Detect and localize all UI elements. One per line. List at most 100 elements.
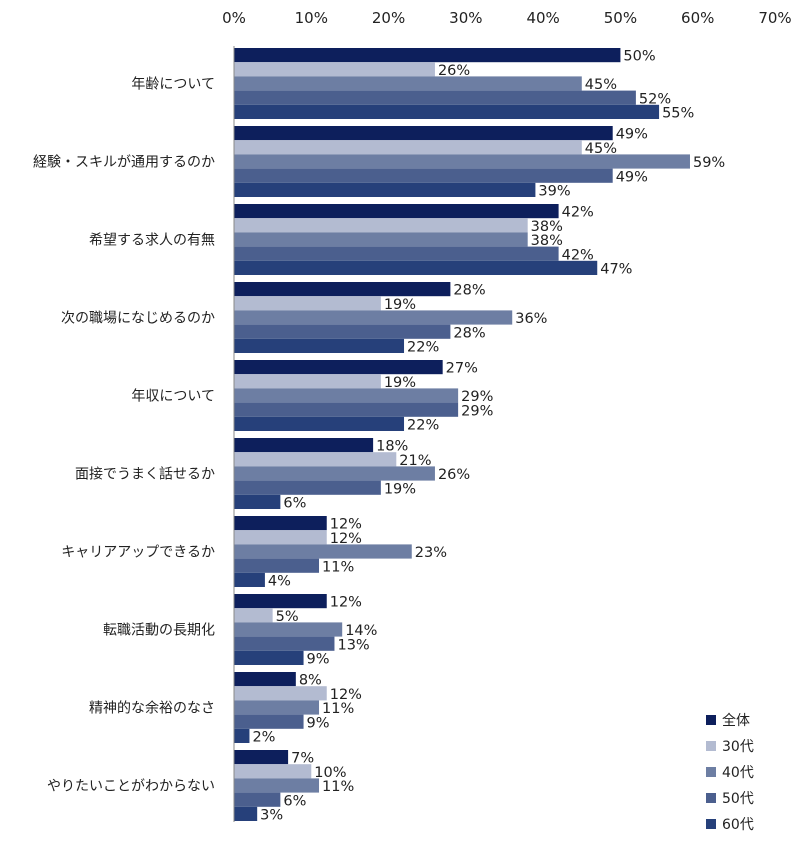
data-label: 38% [531, 219, 563, 235]
legend-swatch [706, 819, 716, 829]
bar [234, 530, 327, 545]
data-label: 12% [330, 531, 362, 547]
data-label: 38% [531, 233, 563, 249]
legend-swatch [706, 715, 716, 725]
data-label: 45% [585, 77, 617, 93]
bar [234, 452, 397, 467]
data-label: 36% [515, 311, 547, 327]
data-label: 8% [299, 673, 322, 689]
data-label: 29% [461, 389, 493, 405]
data-label: 3% [260, 808, 283, 824]
category-label: 転職活動の長期化 [103, 623, 215, 639]
bar [234, 282, 451, 297]
data-label: 47% [600, 262, 632, 278]
bars [234, 48, 690, 821]
bar [234, 650, 304, 665]
data-label: 21% [399, 453, 431, 469]
bar [234, 360, 443, 375]
category-label: 経験・スキルが通用するのか [33, 155, 215, 171]
data-label: 42% [562, 205, 594, 221]
bar [234, 296, 381, 311]
bar [234, 622, 343, 637]
legend-label: 60代 [722, 817, 754, 833]
bar [234, 764, 312, 779]
data-label: 7% [291, 751, 314, 767]
data-label: 11% [322, 559, 354, 575]
legend-swatch [706, 793, 716, 803]
data-label: 9% [307, 715, 330, 731]
data-label: 13% [337, 637, 369, 653]
data-label: 19% [384, 375, 416, 391]
bar [234, 388, 459, 403]
bar [234, 750, 289, 765]
category-label: 次の職場になじめるのか [61, 311, 215, 327]
data-label: 19% [384, 481, 416, 497]
data-label: 12% [330, 687, 362, 703]
category-label: 希望する求人の有無 [89, 233, 215, 249]
bar [234, 182, 536, 197]
legend: 全体 30代 40代 50代 60代 [706, 712, 754, 833]
bar [234, 806, 258, 821]
data-label: 52% [639, 91, 671, 107]
legend-label: 全体 [722, 712, 750, 729]
bar [234, 218, 528, 233]
legend-label: 40代 [722, 765, 754, 781]
category-label: 年収について [131, 389, 215, 405]
category-labels: 年齢について経験・スキルが通用するのか希望する求人の有無次の職場になじめるのか年… [33, 77, 215, 795]
x-tick-label: 20% [372, 9, 405, 27]
data-label: 22% [407, 418, 439, 434]
data-label: 11% [322, 701, 354, 717]
data-label: 18% [376, 439, 408, 455]
bar [234, 140, 582, 155]
bar [234, 76, 582, 91]
data-label: 14% [345, 623, 377, 639]
data-labels: 50%26%45%52%55%49%45%59%49%39%42%38%38%4… [252, 49, 725, 824]
bar [234, 154, 690, 169]
data-label: 59% [693, 155, 725, 171]
data-label: 29% [461, 403, 493, 419]
bar [234, 232, 528, 247]
data-label: 23% [415, 545, 447, 561]
data-label: 11% [322, 779, 354, 795]
data-label: 28% [453, 283, 485, 299]
bar [234, 324, 451, 339]
data-label: 6% [283, 793, 306, 809]
legend-swatch [706, 741, 716, 751]
bar [234, 594, 327, 609]
bar [234, 608, 273, 623]
data-label: 27% [446, 361, 478, 377]
x-tick-label: 40% [526, 9, 559, 27]
bar [234, 792, 281, 807]
bar [234, 338, 405, 353]
data-label: 49% [616, 127, 648, 143]
bar [234, 714, 304, 729]
bar [234, 700, 320, 715]
bar [234, 402, 459, 417]
data-label: 28% [453, 325, 485, 341]
bar [234, 572, 265, 587]
category-label: 精神的な余裕のなさ [89, 700, 215, 717]
bar [234, 310, 513, 325]
bar [234, 466, 435, 481]
bar [234, 686, 327, 701]
x-tick-label: 0% [222, 9, 246, 27]
x-tick-label: 10% [295, 9, 328, 27]
data-label: 22% [407, 340, 439, 356]
legend-label: 30代 [722, 739, 754, 755]
bar [234, 204, 559, 219]
data-label: 42% [562, 247, 594, 263]
bar [234, 558, 320, 573]
data-label: 49% [616, 169, 648, 185]
bar [234, 778, 320, 793]
legend-swatch [706, 767, 716, 777]
legend-label: 50代 [722, 791, 754, 807]
bar [234, 480, 381, 495]
bar [234, 636, 335, 651]
x-tick-label: 30% [449, 9, 482, 27]
bar [234, 104, 660, 119]
category-label: 面接でうまく話せるか [75, 466, 215, 483]
bar [234, 516, 327, 531]
bar [234, 544, 412, 559]
data-label: 12% [330, 517, 362, 533]
data-label: 5% [276, 609, 299, 625]
